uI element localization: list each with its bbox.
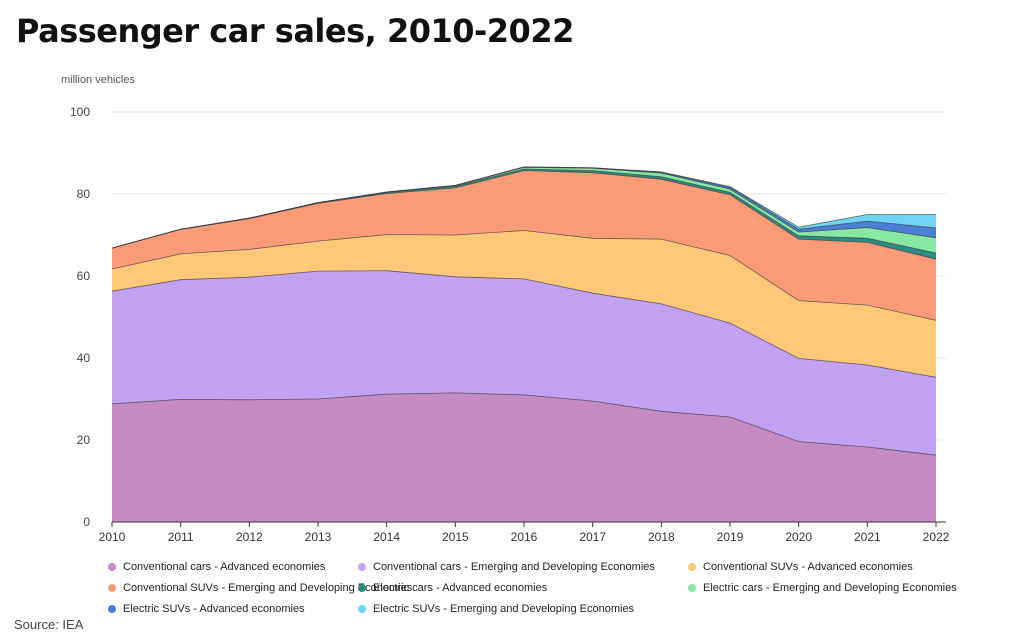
legend-row: Electric SUVs - Advanced economies Electr… <box>108 598 988 619</box>
legend-item-electric-cars-advanced-economies: Electric cars - Advanced economies <box>358 582 688 594</box>
legend-label: Conventional SUVs - Advanced economies <box>703 560 913 573</box>
legend-label: Electric cars - Advanced economies <box>373 581 548 594</box>
legend-swatch <box>358 604 366 613</box>
area-conventional-suvs-emerging-and-developing-economies <box>112 170 936 321</box>
x-tick-label: 2016 <box>511 530 538 544</box>
y-tick-label: 100 <box>70 105 90 119</box>
y-tick-label: 60 <box>77 269 91 283</box>
x-tick-label: 2015 <box>442 530 469 544</box>
area-conventional-suvs-advanced-economies <box>112 230 936 378</box>
legend-swatch <box>688 583 696 592</box>
area-boundary-electric-suvs-emerging-and-developing-economies <box>111 166 936 249</box>
legend-label: Electric cars - Emerging and Developing … <box>703 581 957 594</box>
x-tick-label: 2011 <box>168 530 194 544</box>
x-tick-label: 2021 <box>854 530 881 544</box>
x-tick-label: 2014 <box>373 530 400 544</box>
legend-swatch <box>688 562 696 571</box>
legend-swatch <box>358 583 366 592</box>
legend-label: Conventional cars - Emerging and Develop… <box>373 560 655 573</box>
legend-label: Conventional SUVs - Emerging and Develop… <box>123 581 413 594</box>
legend-label: Electric SUVs - Advanced economies <box>123 602 305 615</box>
area-conventional-cars-emerging-and-developing-economies <box>112 270 936 456</box>
x-tick-label: 2013 <box>305 530 332 544</box>
chart-title: Passenger car sales, 2010-2022 <box>16 12 574 50</box>
area-boundary-conventional-cars-emerging-and-developing-economies <box>111 270 937 378</box>
y-tick-label: 0 <box>83 515 90 529</box>
x-tick-label: 2010 <box>99 530 126 544</box>
legend-item-electric-cars-emerging-and-developing-economies: Electric cars - Emerging and Developing … <box>688 582 968 594</box>
x-tick-label: 2012 <box>236 530 263 544</box>
x-tick-label: 2020 <box>785 530 812 544</box>
x-tick-label: 2019 <box>717 530 744 544</box>
legend-swatch <box>108 583 116 592</box>
y-tick-label: 40 <box>77 351 91 365</box>
source-note: Source: IEA <box>14 617 84 632</box>
legend-label: Conventional cars - Advanced economies <box>123 560 326 573</box>
legend-swatch <box>108 562 116 571</box>
x-tick-label: 2017 <box>579 530 606 544</box>
legend-label: Electric SUVs - Emerging and Developing … <box>373 602 635 615</box>
legend-item-conventional-suvs-advanced-economies: Conventional SUVs - Advanced economies <box>688 561 968 573</box>
legend-item-conventional-cars-emerging-and-developing-economies: Conventional cars - Emerging and Develop… <box>358 561 688 573</box>
legend-swatch <box>108 604 116 613</box>
chart-legend: Conventional cars - Advanced economies Co… <box>108 556 988 619</box>
area-boundary-conventional-suvs-advanced-economies <box>111 230 937 321</box>
y-tick-label: 20 <box>77 433 91 447</box>
legend-item-conventional-suvs-emerging-and-developing-economies: Conventional SUVs - Emerging and Develop… <box>108 582 412 594</box>
y-axis-label: million vehicles <box>61 74 135 86</box>
legend-row: Conventional SUVs - Emerging and Develop… <box>108 577 988 598</box>
y-tick-label: 80 <box>77 187 91 201</box>
area-conventional-cars-advanced-economies <box>112 392 936 522</box>
area-boundary-conventional-cars-advanced-economies <box>111 392 937 456</box>
legend-item-electric-suvs-advanced-economies: Electric SUVs - Advanced economies <box>108 603 358 615</box>
legend-item-electric-suvs-emerging-and-developing-economies: Electric SUVs - Emerging and Developing … <box>358 603 688 615</box>
x-tick-label: 2022 <box>923 530 950 544</box>
legend-swatch <box>358 562 366 571</box>
legend-item-conventional-cars-advanced-economies: Conventional cars - Advanced economies <box>108 561 358 573</box>
x-tick-label: 2018 <box>648 530 675 544</box>
legend-row: Conventional cars - Advanced economies Co… <box>108 556 988 577</box>
